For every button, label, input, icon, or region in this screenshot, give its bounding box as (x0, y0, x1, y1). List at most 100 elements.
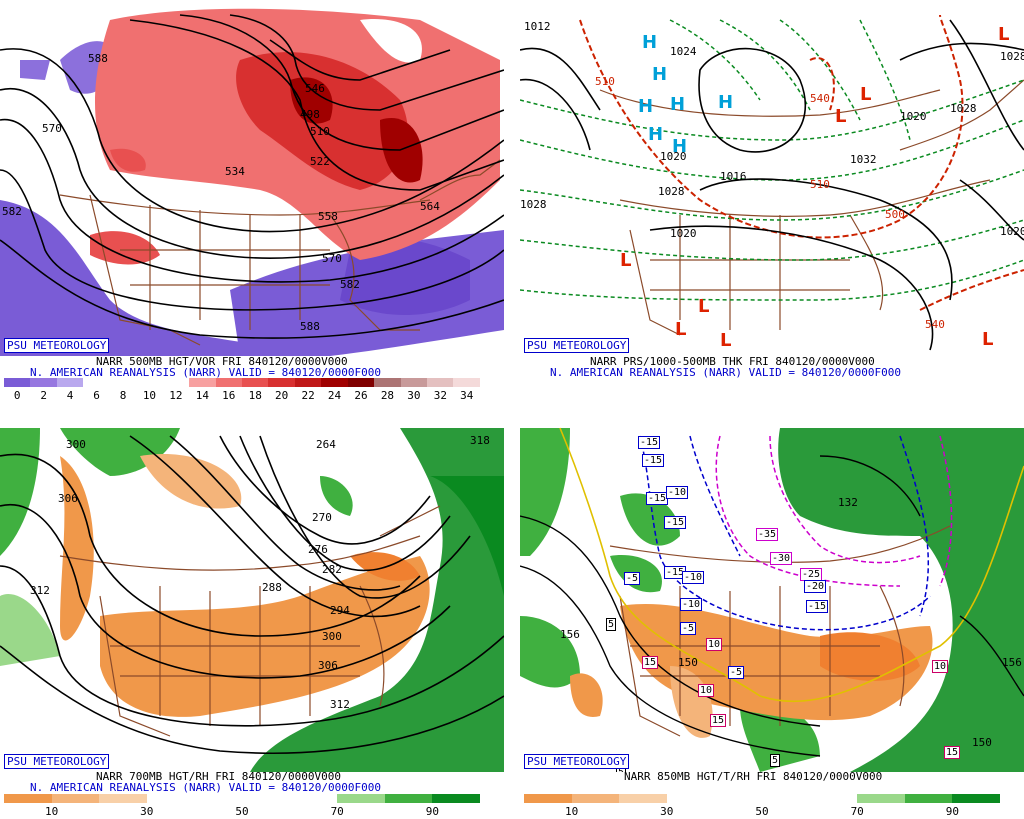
colorbar-swatch (109, 378, 137, 387)
moist-area (520, 428, 570, 556)
temperature-label: 10 (698, 684, 715, 697)
colorbar-swatch (215, 378, 242, 387)
temperature-label: -35 (756, 528, 779, 541)
svg-text:L: L (982, 329, 993, 350)
svg-text:H: H (670, 94, 685, 115)
map-500mb: 588 570 582 546 510 498 522 534 558 570 582 588 … (0, 0, 504, 356)
panel-title: NARR 700MB HGT/RH FRI 840120/0000V000 (96, 770, 342, 783)
colorbar-tick-label: 16 (222, 389, 236, 402)
moist-area (0, 428, 40, 556)
colorbar-swatch (904, 794, 953, 803)
colorbar-swatch (524, 794, 572, 803)
colorbar-tick-label: 4 (66, 389, 74, 402)
colorbar-swatch (99, 794, 147, 803)
svg-text:H: H (718, 92, 733, 113)
svg-text:558: 558 (318, 210, 338, 223)
svg-text:1028: 1028 (658, 185, 685, 198)
dry-area (670, 666, 713, 738)
colorbar-tick-label: 50 (755, 805, 769, 818)
moist-area (620, 493, 680, 546)
svg-text:288: 288 (262, 581, 282, 594)
colorbar-tick-label: 2 (40, 389, 47, 402)
temperature-label: -10 (666, 486, 689, 499)
colorbar-swatch (384, 794, 433, 803)
temperature-label: -10 (682, 571, 705, 584)
svg-text:L: L (675, 319, 686, 340)
colorbar-tick-label: 90 (945, 805, 960, 818)
neg-vort-area (340, 239, 470, 315)
svg-text:510: 510 (595, 75, 615, 88)
colorbar-swatch (4, 794, 52, 803)
colorbar-tick-label: 34 (460, 389, 474, 402)
colorbar-tick-label: 14 (195, 389, 209, 402)
svg-text:540: 540 (810, 92, 830, 105)
colorbar-swatch (952, 794, 1000, 803)
colorbar-tick-label: 20 (275, 389, 289, 402)
colorbar-swatch (289, 794, 338, 803)
svg-text:L: L (835, 106, 846, 127)
svg-text:132: 132 (838, 496, 858, 509)
colorbar-tick-label: 10 (564, 805, 579, 818)
colorbar-swatch (427, 378, 454, 387)
svg-text:318: 318 (470, 434, 490, 447)
temperature-label: -5 (728, 666, 745, 679)
svg-text:306: 306 (318, 659, 338, 672)
map-pressure: 1012 1024 1028 1028 1020 1020 1016 1032 1020 1… (520, 0, 1024, 356)
svg-text:282: 282 (322, 563, 342, 576)
temperature-label: -15 (638, 436, 661, 449)
svg-text:L: L (998, 24, 1009, 45)
moist-area (430, 476, 504, 596)
colorbar-swatch (619, 794, 667, 803)
colorbar-swatch (347, 378, 375, 387)
moist-area (0, 594, 60, 666)
svg-text:1020: 1020 (660, 150, 687, 163)
pos-vort-area (110, 148, 146, 172)
svg-text:582: 582 (2, 205, 22, 218)
svg-text:500: 500 (885, 208, 905, 221)
svg-text:570: 570 (322, 252, 342, 265)
panel-700mb-rh: 300 306 312 264 270 276 282 288 294 300 306 312 … (0, 416, 504, 819)
colorbar-swatch (146, 794, 195, 803)
colorbar-tick-label: 12 (169, 389, 183, 402)
colorbar-swatch (374, 378, 401, 387)
svg-text:1020: 1020 (670, 227, 697, 240)
colorbar-tick-label: 24 (327, 389, 342, 402)
temperature-label: 5 (606, 618, 617, 631)
svg-text:264: 264 (316, 438, 336, 451)
temperature-label: 10 (706, 638, 723, 651)
temperature-label: -20 (804, 580, 827, 593)
colorbar-swatch (809, 794, 858, 803)
svg-text:276: 276 (308, 543, 328, 556)
colorbar-swatch (30, 378, 57, 387)
temperature-label: -15 (646, 492, 669, 505)
svg-text:H: H (652, 64, 667, 85)
colorbar-swatch (136, 378, 163, 387)
pos-vort-area (90, 231, 160, 265)
svg-text:300: 300 (322, 630, 342, 643)
svg-text:150: 150 (972, 736, 992, 749)
panel-850mb-temp-rh: 156 150 132 156 150 -15 -15 -15 -10 -15 -35 -30 -2… (520, 416, 1024, 819)
moist-area (740, 703, 820, 772)
colorbar-tick-label: 30 (407, 389, 421, 402)
temperature-label: -15 (806, 600, 829, 613)
colorbar-swatch (571, 794, 620, 803)
colorbar-tick-label: 10 (44, 805, 59, 818)
panel-subtitle: N. AMERICAN REANALYSIS (NARR) VALID = 84… (30, 781, 381, 794)
svg-text:306: 306 (58, 492, 78, 505)
panel-subtitle: N. AMERICAN REANALYSIS (NARR) VALID = 84… (550, 366, 901, 379)
svg-text:1020: 1020 (900, 110, 927, 123)
colorbar-swatch (400, 378, 427, 387)
svg-text:L: L (860, 84, 871, 105)
svg-text:522: 522 (310, 155, 330, 168)
svg-text:588: 588 (300, 320, 320, 333)
colorbar-swatch (857, 794, 905, 803)
colorbar-tick-label: 22 (301, 389, 315, 402)
svg-text:H: H (672, 136, 687, 157)
colorbar-swatch (241, 794, 290, 803)
colorbar-ticks: 0 2 4 6 8 10 12 14 16 18 20 22 24 26 28 30 32 34 (4, 390, 480, 402)
map-850mb: 156 150 132 156 150 -15 -15 -15 -10 -15 -35 -30 -2… (520, 416, 1024, 772)
svg-text:510: 510 (810, 178, 830, 191)
colorbar-tick-label: 6 (93, 389, 100, 402)
colorbar-tick-label: 30 (660, 805, 674, 818)
svg-text:588: 588 (88, 52, 108, 65)
